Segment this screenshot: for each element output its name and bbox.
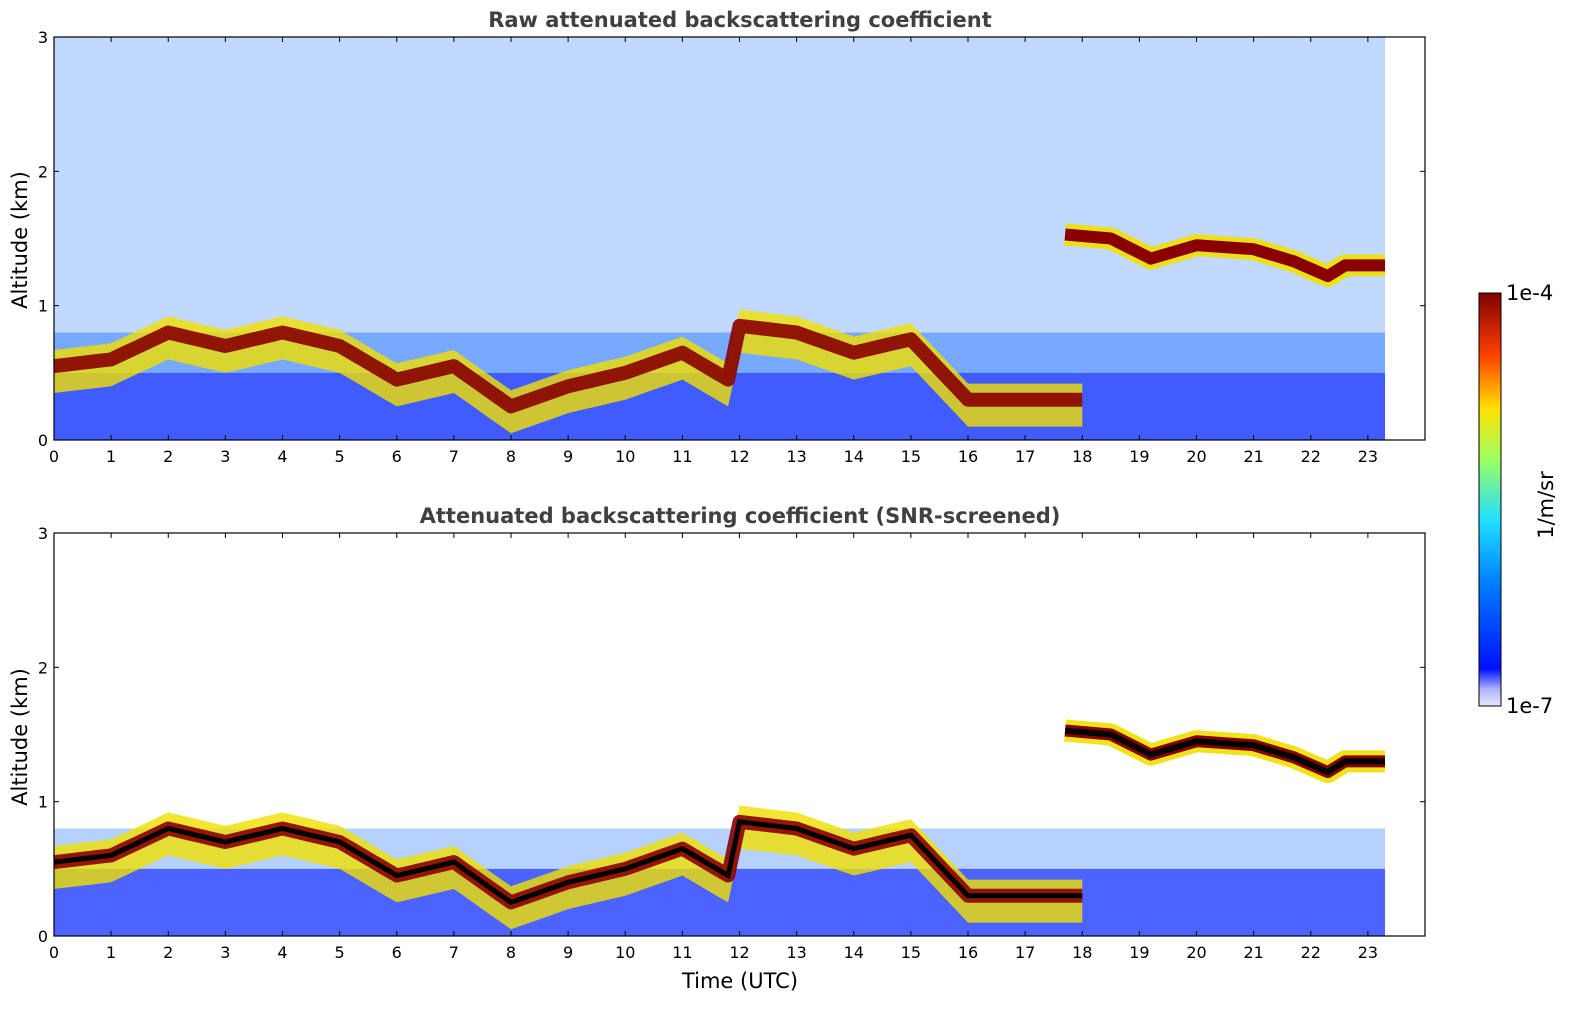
screened-xtick-label: 6 xyxy=(392,943,402,962)
raw-xtick-label: 1 xyxy=(106,447,116,466)
raw-xtick-label: 14 xyxy=(844,447,864,466)
screened-xtick-label: 22 xyxy=(1301,943,1321,962)
raw-ytick-label: 1 xyxy=(38,297,48,316)
raw-xtick-label: 8 xyxy=(506,447,516,466)
screened-panel-ylabel: Altitude (km) xyxy=(8,668,32,806)
raw-cloud-layer xyxy=(1064,228,1385,283)
raw-xtick-label: 9 xyxy=(563,447,573,466)
raw-xtick-label: 19 xyxy=(1129,447,1149,466)
screened-ytick-label: 1 xyxy=(38,793,48,812)
raw-xtick-label: 2 xyxy=(163,447,173,466)
screened-xtick-label: 10 xyxy=(615,943,635,962)
raw-xtick-label: 16 xyxy=(958,447,978,466)
screened-xtick-label: 3 xyxy=(220,943,230,962)
screened-ytick-label: 3 xyxy=(38,524,48,543)
screened-xtick-label: 19 xyxy=(1129,943,1149,962)
screened-xtick-label: 18 xyxy=(1072,943,1092,962)
colorbar: 1e-4 1e-7 1/m/sr xyxy=(1478,281,1558,718)
screened-panel-axes: 0 1 2 3 4 5 6 7 8 9 10 11 12 13 14 15 16 17 18 19 20 21 22 2301… xyxy=(38,524,1426,962)
raw-xtick-label: 23 xyxy=(1358,447,1378,466)
raw-ytick-label: 0 xyxy=(38,431,48,450)
raw-xtick-label: 0 xyxy=(49,447,59,466)
raw-heatmap-area xyxy=(53,37,1386,440)
raw-xtick-label: 12 xyxy=(729,447,749,466)
screened-xtick-label: 23 xyxy=(1358,943,1378,962)
screened-xtick-label: 12 xyxy=(729,943,749,962)
raw-ytick-label: 2 xyxy=(38,162,48,181)
screened-ytick-label: 2 xyxy=(38,658,48,677)
raw-panel: Raw attenuated backscattering coefficien… xyxy=(8,8,1426,466)
screened-xtick-label: 8 xyxy=(506,943,516,962)
raw-panel-ylabel: Altitude (km) xyxy=(8,171,32,309)
screened-xtick-label: 13 xyxy=(786,943,806,962)
raw-xtick-label: 20 xyxy=(1186,447,1206,466)
raw-xtick-label: 13 xyxy=(786,447,806,466)
screened-xtick-label: 20 xyxy=(1186,943,1206,962)
raw-panel-title: Raw attenuated backscattering coefficien… xyxy=(488,8,992,32)
raw-xtick-label: 4 xyxy=(277,447,287,466)
screened-xtick-label: 17 xyxy=(1015,943,1035,962)
raw-ytick-label: 3 xyxy=(38,28,48,47)
screened-xtick-label: 16 xyxy=(958,943,978,962)
colorbar-gradient xyxy=(1478,292,1502,707)
colorbar-min-label: 1e-7 xyxy=(1506,694,1553,718)
colorbar-max-label: 1e-4 xyxy=(1506,281,1553,305)
screened-xtick-label: 1 xyxy=(106,943,116,962)
raw-boundary-layer-core xyxy=(53,318,1083,414)
screened-xtick-label: 9 xyxy=(563,943,573,962)
x-axis-label: Time (UTC) xyxy=(681,969,798,993)
screened-xtick-label: 5 xyxy=(335,943,345,962)
raw-xtick-label: 15 xyxy=(901,447,921,466)
screened-ytick-label: 0 xyxy=(38,927,48,946)
screened-heatmap-area xyxy=(53,719,1386,936)
screened-xtick-label: 2 xyxy=(163,943,173,962)
raw-xtick-label: 17 xyxy=(1015,447,1035,466)
screened-xtick-label: 0 xyxy=(49,943,59,962)
screened-panel: Attenuated backscattering coefficient (S… xyxy=(8,504,1426,993)
screened-cloud-saturated xyxy=(1064,727,1385,776)
screened-panel-title: Attenuated backscattering coefficient (S… xyxy=(420,504,1061,528)
screened-xtick-label: 11 xyxy=(672,943,692,962)
raw-xtick-label: 11 xyxy=(672,447,692,466)
screened-boundary-layer-saturated xyxy=(53,819,1083,906)
raw-xtick-label: 3 xyxy=(220,447,230,466)
screened-xtick-label: 4 xyxy=(277,943,287,962)
raw-panel-axes: 0 1 2 3 4 5 6 7 8 9 10 11 12 13 14 15 16 17 18 19 20 21 22 2301… xyxy=(38,28,1426,466)
raw-xtick-label: 18 xyxy=(1072,447,1092,466)
screened-xtick-label: 21 xyxy=(1243,943,1263,962)
raw-xtick-label: 7 xyxy=(449,447,459,466)
screened-xtick-label: 15 xyxy=(901,943,921,962)
screened-xtick-label: 14 xyxy=(844,943,864,962)
screened-xtick-label: 7 xyxy=(449,943,459,962)
raw-xtick-label: 21 xyxy=(1243,447,1263,466)
raw-xtick-label: 5 xyxy=(335,447,345,466)
raw-xtick-label: 6 xyxy=(392,447,402,466)
raw-xtick-label: 22 xyxy=(1301,447,1321,466)
raw-xtick-label: 10 xyxy=(615,447,635,466)
colorbar-label: 1/m/sr xyxy=(1534,471,1558,539)
